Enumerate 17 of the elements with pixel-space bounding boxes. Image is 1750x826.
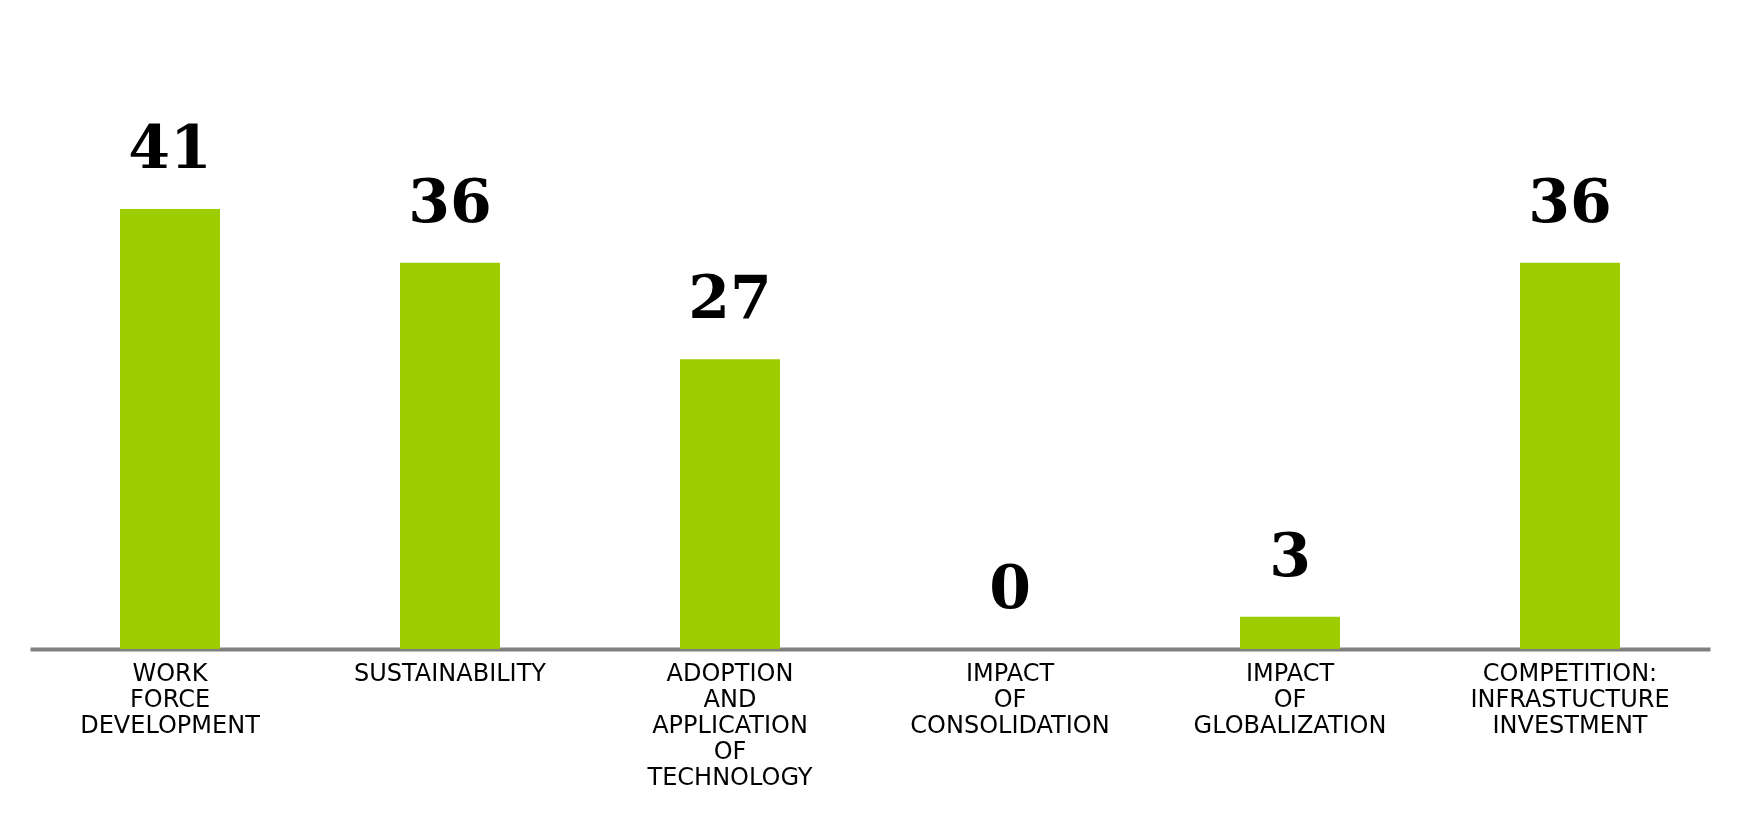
data-label: 0 [989, 552, 1031, 622]
data-label: 41 [128, 112, 212, 182]
bar [120, 209, 220, 649]
x-tick-label: ADOPTION AND APPLICATION OF TECHNOLOGY [646, 658, 813, 791]
x-tick-label: WORK FORCE DEVELOPMENT [80, 658, 261, 739]
bar [680, 359, 780, 649]
data-label: 27 [688, 262, 772, 333]
bar [1520, 262, 1620, 649]
data-label: 36 [1528, 165, 1612, 236]
x-tick-label: SUSTAINABILITY [353, 658, 547, 687]
bar [400, 262, 500, 649]
x-tick-label: IMPACT OF GLOBALIZATION [1193, 658, 1387, 739]
x-tick-label: IMPACT OF CONSOLIDATION [910, 658, 1110, 739]
data-label: 36 [408, 165, 492, 236]
x-tick-label: COMPETITION: INFRASTUCTURE INVESTMENT [1470, 658, 1670, 739]
data-label: 3 [1269, 519, 1311, 590]
bar [1240, 616, 1340, 649]
